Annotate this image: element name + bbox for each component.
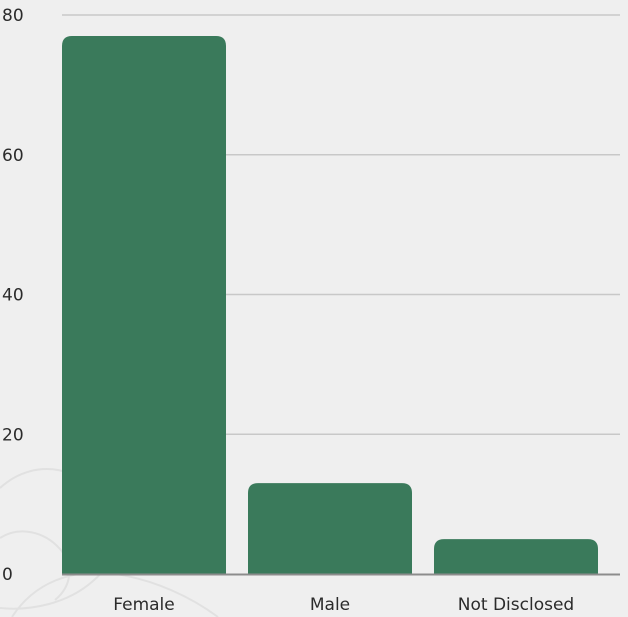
x-tick-label: Male (310, 595, 350, 615)
x-tick-label: Female (113, 595, 174, 615)
bar-male (248, 483, 412, 574)
x-axis-category-labels: Female Male Not Disclosed (113, 595, 574, 615)
bar-not-disclosed (434, 539, 598, 574)
y-tick-label: 0 (2, 565, 13, 585)
y-tick-label: 60 (2, 146, 24, 166)
y-tick-label: 20 (2, 425, 24, 445)
bars (62, 35, 598, 574)
y-tick-label: 80 (2, 6, 24, 26)
x-tick-label: Not Disclosed (458, 595, 574, 615)
y-axis-tick-labels: 0 20 40 60 80 (2, 6, 24, 585)
bar-female (62, 35, 226, 574)
y-tick-label: 40 (2, 286, 24, 306)
